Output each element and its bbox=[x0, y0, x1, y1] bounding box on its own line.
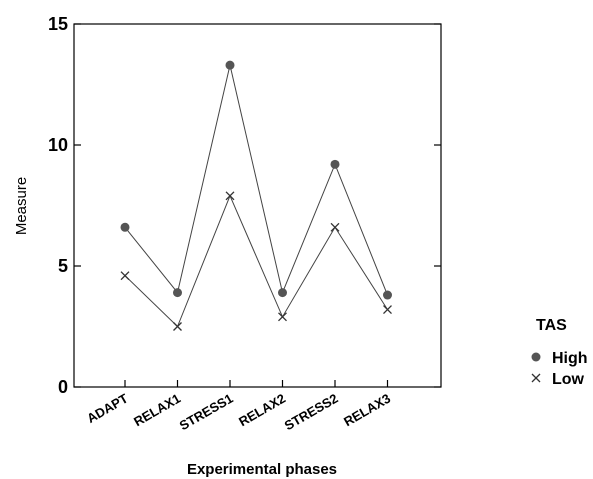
legend-title: TAS bbox=[536, 317, 567, 334]
x-tick-label: ADAPT bbox=[84, 391, 130, 426]
x-axis-title: Experimental phases bbox=[187, 461, 337, 478]
y-tick-label: 15 bbox=[48, 14, 68, 34]
series-line-low bbox=[124, 194, 388, 328]
data-point-high bbox=[225, 60, 235, 70]
legend-label-low: Low bbox=[552, 371, 585, 388]
data-point-low bbox=[120, 271, 130, 281]
data-point-low bbox=[383, 305, 392, 315]
y-tick-label: 10 bbox=[48, 135, 68, 155]
data-point-high bbox=[120, 222, 130, 232]
data-point-high bbox=[173, 288, 182, 298]
plot-frame bbox=[73, 23, 442, 388]
series-markers bbox=[120, 60, 392, 331]
y-axis-title: Measure bbox=[13, 177, 30, 235]
legend-items: High Low bbox=[531, 350, 588, 388]
data-point-low bbox=[330, 222, 340, 232]
legend-marker-low bbox=[531, 373, 541, 383]
series-line-high bbox=[124, 65, 388, 296]
x-tick-label: STRESS2 bbox=[282, 391, 341, 434]
series-lines bbox=[124, 65, 388, 328]
y-axis: 0 5 10 15 bbox=[48, 14, 441, 397]
x-tick-label: STRESS1 bbox=[177, 391, 236, 434]
data-point-high bbox=[330, 159, 340, 169]
legend-label-high: High bbox=[552, 350, 588, 367]
legend-marker-high bbox=[531, 352, 541, 362]
y-tick-label: 5 bbox=[58, 256, 68, 276]
data-point-low bbox=[225, 191, 235, 201]
y-tick-label: 0 bbox=[58, 377, 68, 397]
legend: TAS High Low bbox=[531, 317, 588, 388]
data-point-low bbox=[278, 312, 287, 322]
data-point-low bbox=[173, 322, 182, 331]
x-tick-label: RELAX3 bbox=[341, 391, 393, 430]
x-tick-label: RELAX2 bbox=[236, 391, 288, 430]
data-point-high bbox=[278, 288, 287, 298]
x-tick-label: RELAX1 bbox=[131, 391, 183, 430]
data-point-high bbox=[383, 290, 392, 300]
